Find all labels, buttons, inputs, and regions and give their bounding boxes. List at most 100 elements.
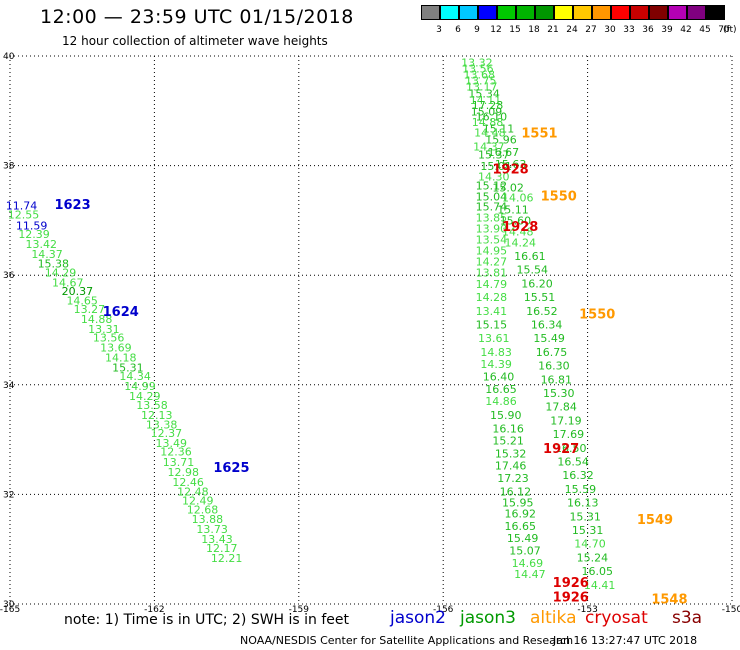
data-point-jason2: 14.37 [31,248,63,261]
legend-jason3: jason3 [460,608,516,628]
footer-timestamp: Jan 16 13:27:47 UTC 2018 [553,634,698,647]
data-point-jason2: 12.68 [187,504,219,517]
track-time-label: 1550 [541,190,577,205]
footer-note: note: 1) Time is in UTC; 2) SWH is in fe… [64,612,350,628]
data-point-jason3: 15.11 [497,203,529,216]
y-tick-label: 40 [3,52,15,62]
data-point-jason3: 14.37 [473,140,505,153]
data-point-jason3: 14.83 [480,346,512,359]
track-time-label: 1625 [213,461,249,476]
data-point-jason3: 14.39 [480,358,512,371]
data-point-jason3: 15.01 [480,160,512,173]
data-point-jason2: 12.36 [160,446,192,459]
data-point-jason3: 16.16 [492,423,524,436]
data-point-jason3: 14.41 [584,579,616,592]
data-point-jason3: 16.32 [562,469,594,482]
data-point-jason3: 16.05 [581,565,613,578]
track-time-label: 1926 [553,576,589,591]
data-point-jason3: 16.40 [483,371,515,384]
color-scale-label: 9 [474,25,480,35]
color-scale-swatch [440,5,459,20]
data-point-jason3: 13.85 [476,212,508,225]
data-point-jason2: 13.31 [88,323,120,336]
data-point-jason3: 17.19 [550,414,582,427]
color-scale-label: 36 [642,25,654,35]
y-tick-label: 38 [3,162,15,172]
chart-title: 12:00 — 23:59 UTC 01/15/2018 [40,6,354,28]
data-point-jason2: 13.88 [192,513,224,526]
y-tick-label: 36 [3,271,15,281]
data-point-jason3: 14.48 [474,127,506,140]
data-point-jason3: 15.02 [492,182,524,195]
data-point-jason3: 13.81 [476,266,508,279]
data-point-jason3: 15.51 [524,291,556,304]
color-scale-swatch [478,5,497,20]
color-scale-label: 24 [566,25,578,35]
data-point-jason2: 13.71 [163,456,195,469]
color-scale-label: 3 [436,25,442,35]
data-point-jason3: 16.13 [567,497,599,510]
data-point-jason2: 13.49 [155,437,187,450]
footer-credit: NOAA/NESDIS Center for Satellite Applica… [240,634,574,647]
data-point-jason3: 15.09 [471,105,503,118]
data-point-jason3: 15.49 [533,332,565,345]
data-point-jason2: 12.49 [182,494,214,507]
data-point-jason3: 14.30 [478,171,510,184]
data-point-jason2: 12.46 [172,476,204,489]
data-point-jason2: 13.56 [93,332,125,345]
data-point-jason3: 17.28 [472,99,504,112]
data-point-jason3: 15.54 [516,264,548,277]
data-point-jason3: 16.67 [488,146,520,159]
data-point-jason3: 13.61 [478,332,510,345]
data-point-jason2: 12.13 [141,409,173,422]
track-time-label: 1927 [543,442,579,457]
data-point-jason3: 15.07 [509,544,541,557]
data-point-jason3: 14.06 [502,191,534,204]
data-point-jason3: 15.74 [476,201,508,214]
data-point-jason2: 13.69 [100,342,132,355]
data-point-jason3: 16.30 [538,360,570,373]
data-point-jason3: 13.68 [464,69,496,82]
data-point-jason3: 14.69 [512,557,544,570]
data-point-jason3: 13.32 [461,57,493,70]
data-point-jason3: 14.70 [574,538,606,551]
data-point-jason3: 15.95 [502,497,534,510]
data-point-jason2: 11.59 [16,219,48,232]
data-point-jason3: 15.11 [483,122,515,135]
color-scale-label: 6 [455,25,461,35]
x-tick-label: -165 [0,605,20,615]
data-point-jason3: 16.52 [526,305,558,318]
data-point-jason3: 15.90 [490,409,522,422]
color-scale-label: 45 [699,25,711,35]
y-tick-label: 34 [3,381,15,391]
color-scale-label: 33 [623,25,635,35]
data-point-jason3: 16.75 [536,346,568,359]
data-point-jason2: 13.38 [146,418,178,431]
track-time-label: 1550 [579,308,615,323]
data-point-jason3: 16.10 [476,110,508,123]
data-point-jason2: 14.65 [66,294,98,307]
data-point-jason3: 15.21 [492,435,524,448]
data-point-jason3: 16.65 [485,383,517,396]
data-point-jason3: 15.31 [569,510,601,523]
color-scale-swatch [497,5,516,20]
data-point-jason2: 14.67 [52,276,84,289]
track-time-label: 1623 [54,198,90,213]
track-time-label: 1928 [492,162,528,177]
color-scale-swatch [611,5,630,20]
color-scale-swatch [630,5,649,20]
data-point-jason3: 14.86 [485,395,517,408]
data-point-jason3: 14.24 [504,236,536,249]
legend-s3a: s3a [672,608,703,628]
color-scale-unit: (ft) [723,25,737,35]
x-tick-label: -153 [577,605,597,615]
x-tick-label: -156 [433,605,454,615]
data-point-jason3: 14.79 [476,278,508,291]
data-point-jason3: 15.96 [485,133,517,146]
data-point-jason3: 14.95 [476,245,508,258]
y-tick-label: 30 [3,600,15,610]
track-time-label: 1624 [103,305,139,320]
legend-jason2: jason2 [390,608,446,628]
data-point-jason3: 14.28 [476,291,508,304]
